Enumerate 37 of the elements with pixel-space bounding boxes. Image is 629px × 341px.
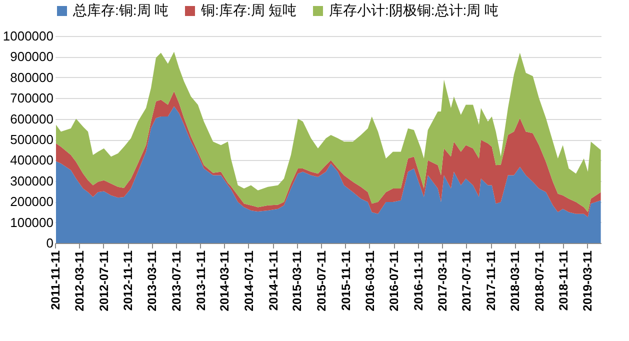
y-tick-label: 100000 (10, 214, 54, 230)
x-tick-label: 2012-11-11 (121, 250, 136, 311)
y-tick-label: 400000 (10, 152, 54, 168)
x-tick-label: 2015-11-11 (338, 250, 353, 311)
x-tick-label: 2014-11-11 (266, 250, 280, 311)
x-tick-label: 2018-11-11 (556, 250, 571, 311)
legend-label: 库存小计:阴极铜:总计:周 吨 (329, 2, 499, 18)
x-tick-label: 2017-11-11 (484, 250, 498, 311)
x-tick-label: 2014-07-11 (242, 250, 256, 312)
x-tick-label: 2014-03-11 (218, 250, 232, 312)
x-tick-label: 2013-03-11 (145, 250, 160, 312)
y-tick-label: 600000 (10, 111, 54, 126)
y-tick-label: 0 (46, 236, 54, 250)
y-tick-label: 800000 (10, 70, 54, 85)
x-tick-label: 2016-11-11 (412, 250, 426, 311)
legend-label: 铜:库存:周 短吨 (200, 2, 297, 18)
x-tick-label: 2018-03-11 (508, 250, 522, 312)
x-tick-label: 2015-07-11 (314, 250, 328, 312)
x-tick-label: 2017-07-11 (460, 250, 474, 312)
y-tick-label: 200000 (10, 194, 54, 210)
x-tick-label: 2016-07-11 (387, 250, 402, 312)
x-tick-label: 2015-03-11 (290, 250, 304, 312)
x-tick-label: 2016-03-11 (362, 250, 377, 312)
x-tick-label: 2013-07-11 (169, 250, 184, 312)
x-tick-label: 2018-07-11 (532, 250, 546, 312)
y-tick-label: 300000 (10, 173, 54, 188)
x-tick-label: 2017-03-11 (435, 250, 450, 312)
x-tick-label: 2019-03-11 (580, 250, 595, 312)
y-tick-label: 500000 (10, 132, 54, 147)
y-tick-label: 700000 (10, 90, 54, 106)
y-tick-label: 1000000 (2, 28, 54, 44)
legend-label: 总库存:铜:周 吨 (72, 2, 169, 18)
x-tick-label: 2012-03-11 (72, 250, 87, 312)
x-tick-label: 2011-11-11 (48, 250, 62, 310)
x-tick-label: 2012-07-11 (96, 250, 111, 312)
y-tick-label: 900000 (10, 49, 54, 64)
x-tick-label: 2013-11-11 (194, 250, 208, 311)
